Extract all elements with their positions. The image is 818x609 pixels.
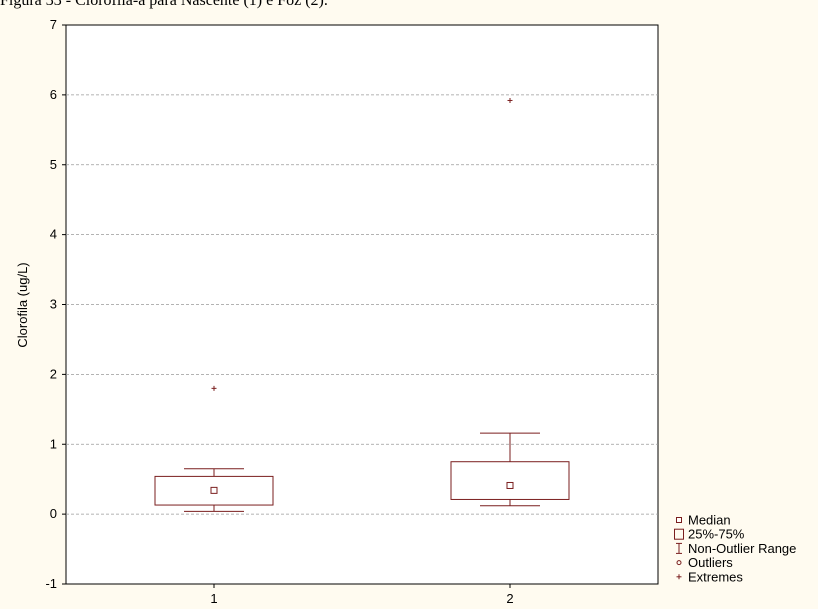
y-axis-label: Clorofila (ug/L) — [15, 262, 30, 347]
box-series — [154, 97, 570, 512]
legend-label: Outliers — [688, 555, 733, 570]
legend-label: 25%-75% — [688, 527, 745, 542]
y-tick-label: 3 — [50, 297, 57, 312]
legend-label: Median — [688, 513, 731, 528]
y-tick-label: -1 — [45, 576, 57, 591]
y-tick-label: 7 — [50, 17, 57, 32]
y-tick-label: 6 — [50, 87, 57, 102]
legend-item: Outliers — [676, 555, 733, 570]
box-2 — [450, 97, 570, 507]
legend-box-symbol — [674, 528, 684, 540]
y-tick-label: 5 — [50, 157, 57, 172]
median-marker — [210, 486, 218, 494]
y-axis-ticks: -1 0 1 2 3 4 5 6 7 — [45, 17, 66, 591]
grid-lines — [66, 94, 658, 515]
y-tick-label: 0 — [50, 506, 57, 521]
y-tick-label: 1 — [50, 436, 57, 451]
iqr-box — [450, 461, 570, 500]
legend-item: Extremes — [676, 569, 743, 584]
legend-label: Extremes — [688, 569, 743, 584]
legend-median-symbol — [676, 517, 682, 523]
iqr-box — [154, 475, 274, 506]
legend-label: Non-Outlier Range — [688, 541, 796, 556]
x-tick-label: 1 — [210, 591, 217, 606]
median-marker — [506, 481, 514, 489]
legend-item: 25%-75% — [674, 527, 745, 542]
box-1 — [154, 385, 274, 512]
legend-outlier-symbol — [676, 560, 682, 566]
x-tick-label: 2 — [506, 591, 513, 606]
legend-item: Median — [676, 513, 731, 528]
y-tick-label: 2 — [50, 366, 57, 381]
y-tick-label: 4 — [50, 227, 57, 242]
legend-item: Non-Outlier Range — [676, 541, 796, 556]
figure-caption: Figura 33 - Clorofila-a para Nascente (1… — [0, 0, 328, 9]
